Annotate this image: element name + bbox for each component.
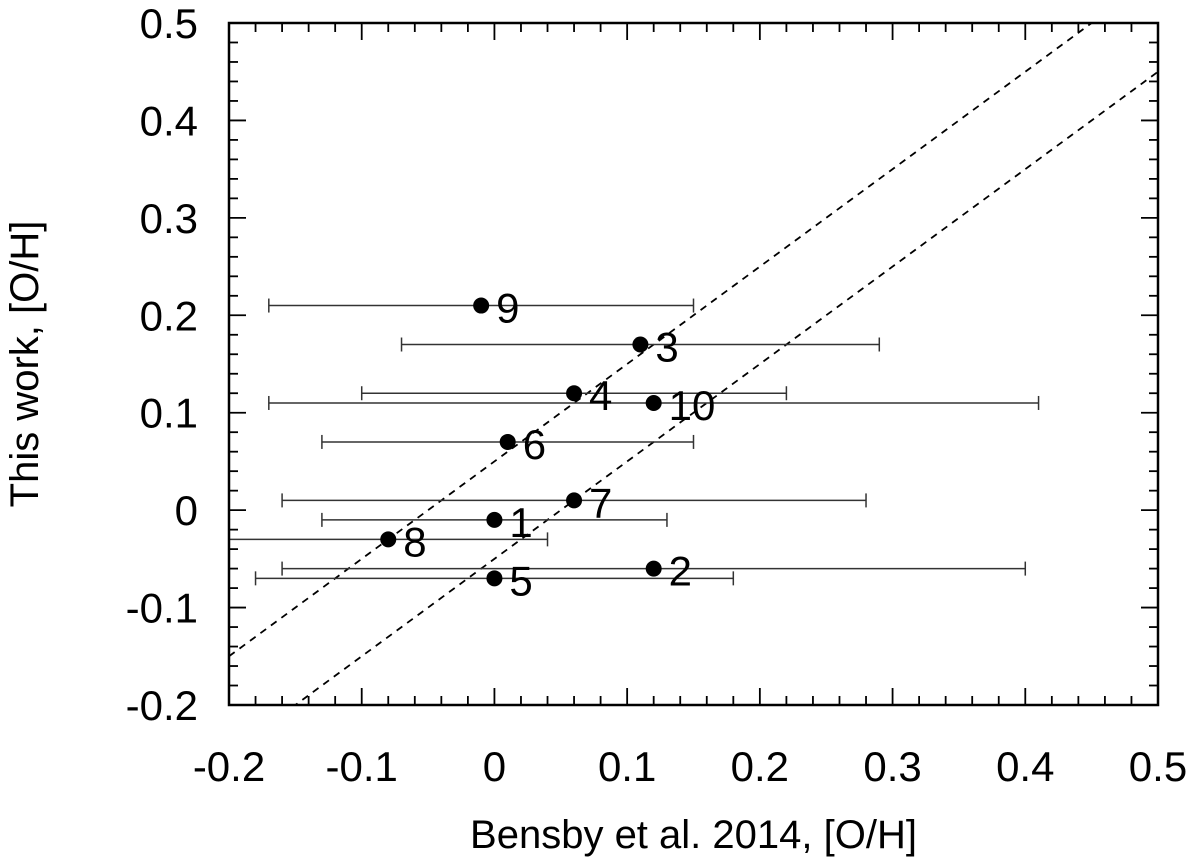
x-tick-label: 0.5 <box>1129 743 1187 790</box>
data-point-2 <box>645 560 662 577</box>
y-tick-labels: -0.2 -0.1 0 0.1 0.2 0.3 0.4 0.5 <box>126 0 198 729</box>
data-point-7 <box>566 492 583 509</box>
reference-lines <box>229 23 1158 705</box>
data-point-4 <box>566 385 583 402</box>
data-point-3 <box>632 336 649 353</box>
point-label-6: 6 <box>523 421 546 468</box>
data-point-10 <box>645 394 662 411</box>
y-tick-label: 0.3 <box>140 195 198 242</box>
reference-line-1 <box>229 23 1094 658</box>
data-point-9 <box>473 297 490 314</box>
x-tick-label: -0.1 <box>326 743 398 790</box>
data-point-5 <box>486 570 503 587</box>
data-point-8 <box>380 531 397 548</box>
x-tick-label: 0 <box>483 743 506 790</box>
data-points <box>380 297 662 587</box>
y-tick-label: 0 <box>175 487 198 534</box>
point-label-9: 9 <box>496 285 519 332</box>
minor-ticks <box>229 23 1158 705</box>
point-label-5: 5 <box>509 557 532 604</box>
x-tick-label: 0.2 <box>731 743 789 790</box>
point-label-7: 7 <box>589 479 612 526</box>
point-labels: 1 2 34 5 67 8 9 10 <box>403 285 715 605</box>
y-tick-label: 0.1 <box>140 390 198 437</box>
y-tick-label: 0.5 <box>140 0 198 47</box>
point-label-8: 8 <box>403 518 426 565</box>
x-tick-label: 0.4 <box>996 743 1054 790</box>
x-axis-title: Bensby et al. 2014, [O/H] <box>470 813 917 857</box>
x-tick-label: 0.1 <box>598 743 656 790</box>
x-tick-label: -0.2 <box>193 743 265 790</box>
y-tick-label: 0.4 <box>140 97 198 144</box>
major-ticks <box>228 22 1159 706</box>
point-label-3: 3 <box>655 324 678 371</box>
point-label-1: 1 <box>509 499 532 546</box>
data-point-6 <box>499 433 516 450</box>
y-tick-label: -0.2 <box>126 682 198 729</box>
y-axis-title: This work, [O/H] <box>3 221 47 508</box>
y-tick-label: -0.1 <box>126 585 198 632</box>
point-label-2: 2 <box>669 548 692 595</box>
x-tick-label: 0.3 <box>863 743 921 790</box>
reference-line-2 <box>293 70 1158 705</box>
point-label-4: 4 <box>589 372 612 419</box>
y-tick-label: 0.2 <box>140 292 198 339</box>
data-point-1 <box>486 511 503 528</box>
point-label-10: 10 <box>669 382 716 429</box>
x-tick-labels: -0.2 -0.1 0 0.1 0.2 0.3 0.4 0.5 <box>193 743 1187 790</box>
plot-frame <box>227 21 1160 707</box>
